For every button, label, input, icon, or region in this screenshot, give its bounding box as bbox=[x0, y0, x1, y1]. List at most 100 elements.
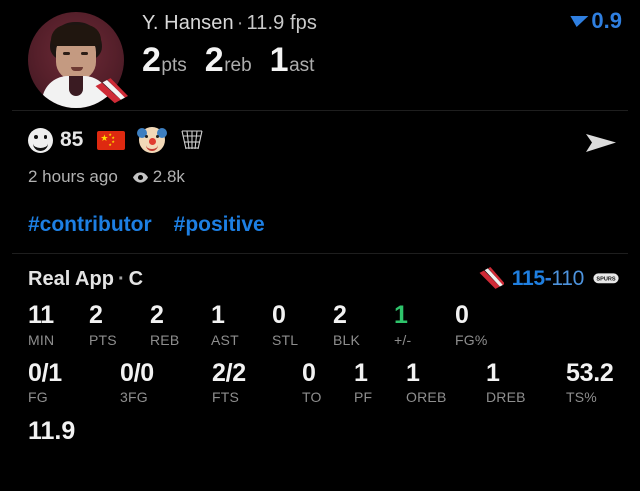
stat-3fg: 0/0 3FG bbox=[120, 358, 212, 405]
player-info: Y. Hansen · 11.9 fps 2pts 2reb 1ast bbox=[142, 8, 626, 80]
stat-value: 2 bbox=[89, 301, 103, 329]
stat-label: TO bbox=[302, 389, 322, 405]
headline-stat-unit-pts: pts bbox=[161, 55, 187, 76]
avatar-fringe bbox=[51, 25, 101, 46]
home-score: 115 bbox=[511, 267, 545, 290]
stat-plus-minus: 1 +/- bbox=[394, 301, 455, 348]
hashtag-positive[interactable]: #positive bbox=[173, 213, 265, 236]
stat-value: 1 bbox=[394, 301, 408, 329]
trail-blazers-logo-icon bbox=[95, 78, 128, 104]
eye-icon bbox=[132, 171, 148, 183]
avatar-image bbox=[28, 12, 124, 108]
stat-pf: 1 PF bbox=[354, 359, 406, 405]
headline-stats: 2pts 2reb 1ast bbox=[142, 41, 626, 80]
stat-fts: 2/2 FTS bbox=[212, 358, 302, 405]
stat-label: 3FG bbox=[120, 389, 148, 405]
divider-top bbox=[12, 110, 628, 111]
player-name: Y. Hansen bbox=[142, 12, 234, 34]
stat-value: 1 bbox=[486, 358, 500, 387]
name-separator: · bbox=[236, 12, 244, 34]
stat-label: DREB bbox=[486, 389, 526, 405]
stat-fg: 0/1 FG bbox=[28, 358, 120, 405]
stat-value: 0/0 bbox=[120, 358, 154, 387]
stat-value: 0 bbox=[455, 301, 469, 329]
player-name-line: Y. Hansen · 11.9 fps bbox=[142, 12, 626, 35]
avatar-mouth bbox=[71, 67, 83, 71]
hashtag-contributor[interactable]: #contributor bbox=[28, 213, 152, 236]
reactions-block: 85 ★ ★ ★ ★ ★ bbox=[0, 111, 640, 199]
stat-value: 11 bbox=[28, 301, 54, 329]
reaction-row: 85 ★ ★ ★ ★ ★ bbox=[28, 125, 626, 155]
reaction-count: 85 bbox=[60, 128, 84, 151]
stat-label: OREB bbox=[406, 389, 447, 405]
stat-value: 0/1 bbox=[28, 358, 62, 387]
stat-value: 2/2 bbox=[212, 358, 246, 387]
avatar-jersey-collar bbox=[69, 76, 83, 96]
send-icon[interactable] bbox=[584, 129, 618, 162]
down-triangle-icon bbox=[568, 15, 589, 27]
stat-label: MIN bbox=[28, 331, 55, 348]
headline-stat-value-pts: 2 bbox=[142, 41, 161, 79]
player-position: C bbox=[128, 267, 144, 290]
game-app-name: Real App bbox=[28, 267, 114, 290]
trail-blazers-logo-icon bbox=[479, 267, 504, 289]
stat-value: 2 bbox=[333, 301, 347, 329]
views-group: 2.8k bbox=[132, 167, 185, 187]
stat-value: 1 bbox=[406, 358, 420, 387]
headline-stat-value-ast: 1 bbox=[269, 41, 289, 79]
stat-value: 1 bbox=[211, 301, 225, 329]
avatar-eye-right bbox=[81, 52, 88, 55]
headline-stat-value-reb: 2 bbox=[204, 41, 224, 79]
rating-badge: 0.9 bbox=[568, 8, 622, 34]
basketball-net-icon[interactable] bbox=[179, 127, 205, 153]
avatar-eye-left bbox=[63, 52, 70, 55]
fps-value: 11.9 fps bbox=[246, 12, 317, 34]
timestamp: 2 hours ago bbox=[28, 167, 118, 186]
stat-label: PF bbox=[354, 389, 373, 405]
stat-reb: 2 REB bbox=[150, 301, 211, 347]
avatar[interactable] bbox=[28, 12, 128, 108]
stat-ts-pct: 53.2 TS% bbox=[566, 359, 626, 405]
next-post-partial: 11.9 bbox=[28, 417, 76, 439]
svg-text:SPURS: SPURS bbox=[596, 277, 616, 283]
china-flag-icon[interactable]: ★ ★ ★ ★ ★ bbox=[97, 130, 126, 150]
stat-dreb: 1 DREB bbox=[486, 358, 566, 405]
rating-value: 0.9 bbox=[591, 8, 622, 33]
stat-fg-pct: 0 FG% bbox=[455, 301, 516, 348]
hashtag-list: #contributor #positive bbox=[0, 199, 640, 253]
divider-game bbox=[12, 253, 628, 254]
stat-label: +/- bbox=[394, 331, 412, 348]
stat-label: TS% bbox=[566, 389, 597, 405]
score-dash: - bbox=[544, 267, 552, 290]
stat-label: FG% bbox=[455, 331, 488, 348]
stat-min: 11 MIN bbox=[28, 301, 89, 348]
stat-value: 0 bbox=[302, 358, 316, 387]
player-header: Y. Hansen · 11.9 fps 2pts 2reb 1ast 0.9 bbox=[0, 0, 640, 110]
stats-row-secondary: 0/1 FG 0/0 3FG 2/2 FTS 0 TO 1 PF 1 OREB bbox=[28, 358, 626, 405]
stat-label: BLK bbox=[333, 331, 361, 348]
clown-face-icon[interactable] bbox=[137, 127, 168, 153]
views-count: 2.8k bbox=[152, 167, 185, 186]
stat-label: FG bbox=[28, 389, 48, 405]
away-score: 110 bbox=[551, 267, 584, 290]
game-title-dot: · bbox=[117, 267, 125, 290]
stat-label: FTS bbox=[212, 389, 240, 405]
game-title[interactable]: Real App · C bbox=[28, 268, 143, 291]
stat-ast: 1 AST bbox=[211, 301, 272, 348]
stat-value: 2 bbox=[150, 301, 164, 329]
stat-label: STL bbox=[272, 331, 299, 348]
stat-blk: 2 BLK bbox=[333, 301, 394, 348]
post-meta: 2 hours ago 2.8k bbox=[28, 167, 626, 187]
stat-to: 0 TO bbox=[302, 358, 354, 405]
stat-oreb: 1 OREB bbox=[406, 358, 486, 405]
stat-label: AST bbox=[211, 331, 239, 348]
game-header: Real App · C 115-110 SPURS bbox=[28, 266, 626, 292]
score-text: 115-110 bbox=[511, 267, 585, 291]
stat-value: 0 bbox=[272, 301, 286, 329]
game-score[interactable]: 115-110 SPURS bbox=[478, 266, 626, 292]
game-block: Real App · C 115-110 SPURS 11 bbox=[0, 254, 640, 405]
spurs-logo-icon: SPURS bbox=[593, 273, 619, 284]
smiley-face-icon bbox=[28, 127, 53, 153]
reaction-primary[interactable]: 85 bbox=[28, 127, 84, 153]
